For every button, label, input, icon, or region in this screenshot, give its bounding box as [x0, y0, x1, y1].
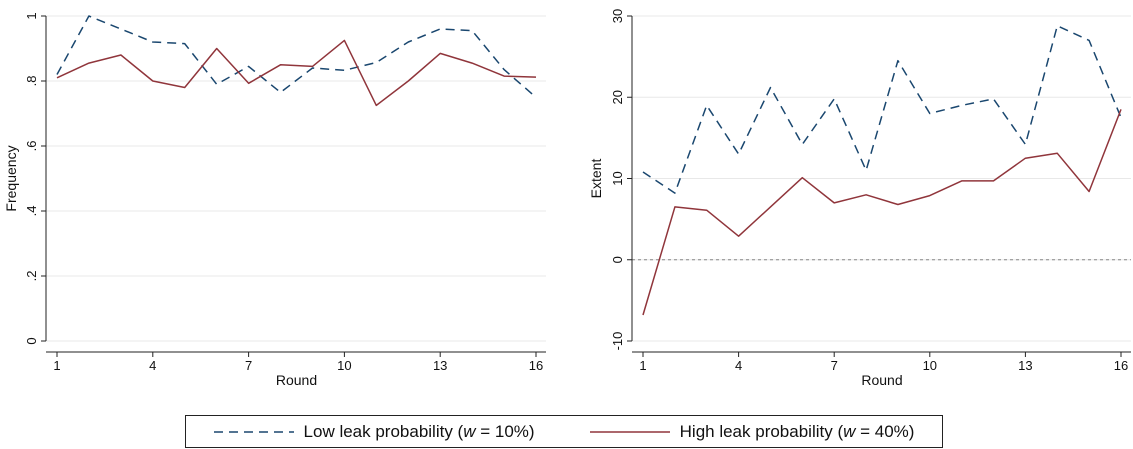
x-tick-label: 10 [337, 358, 351, 373]
x-tick-label: 7 [245, 358, 252, 373]
legend-swatch-low [213, 430, 294, 433]
legend: Low leak probability (w = 10%) High leak… [185, 415, 943, 448]
y-axis-title: Frequency [3, 145, 19, 211]
x-tick-label: 16 [529, 358, 543, 373]
y-tick-label: 0 [24, 337, 39, 344]
y-axis-title: Extent [588, 159, 604, 199]
frequency-chart: 0 .2 .4 .6 .8 1 1 4 7 10 13 16 Round Frequency [3, 12, 546, 388]
series-line-high [642, 109, 1122, 316]
series-line-low [642, 25, 1122, 194]
x-tick-label: 4 [735, 358, 742, 373]
y-tick-label: .4 [24, 206, 39, 217]
legend-swatch-high [589, 430, 670, 433]
series-line-low [56, 15, 537, 98]
x-tick-label: 1 [639, 358, 646, 373]
legend-entry-high: High leak probability (w = 40%) [589, 421, 915, 442]
y-tick-label: 20 [610, 90, 625, 104]
x-tick-label: 1 [53, 358, 60, 373]
y-tick-label: 30 [610, 9, 625, 23]
extent-chart: -10 0 10 20 30 1 4 7 10 13 16 Round Extent [588, 9, 1131, 388]
y-tick-label: 1 [24, 12, 39, 19]
y-tick-label: 10 [610, 171, 625, 185]
x-tick-label: 7 [831, 358, 838, 373]
series-line-high [56, 39, 537, 107]
y-tick-label: .8 [24, 76, 39, 87]
x-tick-label: 13 [1018, 358, 1032, 373]
legend-label-high: High leak probability (w = 40%) [679, 421, 915, 441]
y-tick-label: .6 [24, 141, 39, 152]
legend-entry-low: Low leak probability (w = 10%) [213, 421, 535, 442]
y-tick-label: -10 [610, 332, 625, 351]
x-axis-title: Round [861, 372, 902, 388]
x-axis-title: Round [276, 372, 317, 388]
legend-label-low: Low leak probability (w = 10%) [303, 421, 535, 441]
x-tick-label: 13 [433, 358, 447, 373]
y-tick-label: 0 [610, 256, 625, 263]
x-tick-label: 10 [923, 358, 937, 373]
x-tick-label: 4 [149, 358, 156, 373]
x-tick-label: 16 [1114, 358, 1128, 373]
y-tick-label: .2 [24, 271, 39, 282]
